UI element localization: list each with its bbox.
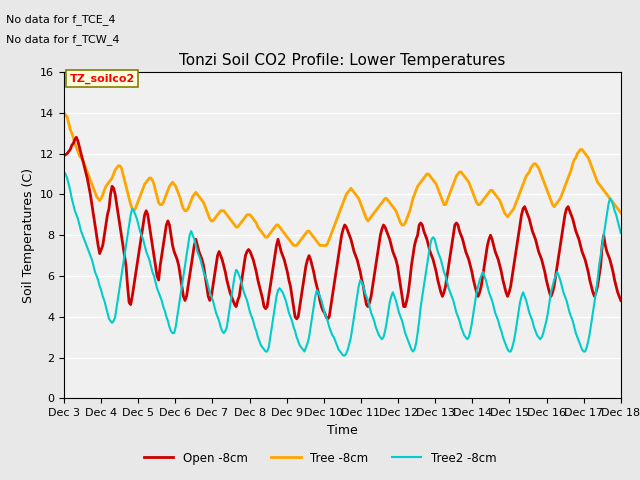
Open -8cm bbox=[228, 293, 236, 300]
Tree -8cm bbox=[226, 216, 234, 222]
Tree2 -8cm bbox=[588, 320, 595, 326]
Tree -8cm bbox=[290, 242, 298, 248]
Tree -8cm bbox=[254, 224, 262, 230]
Text: No data for f_TCE_4: No data for f_TCE_4 bbox=[6, 14, 116, 25]
Tree -8cm bbox=[617, 210, 625, 216]
Tree -8cm bbox=[244, 212, 252, 217]
Open -8cm bbox=[72, 134, 80, 140]
Tree2 -8cm bbox=[244, 304, 252, 310]
Line: Tree2 -8cm: Tree2 -8cm bbox=[64, 172, 621, 356]
X-axis label: Time: Time bbox=[327, 424, 358, 437]
Open -8cm bbox=[255, 283, 263, 289]
Open -8cm bbox=[246, 249, 254, 254]
Open -8cm bbox=[589, 289, 596, 295]
Open -8cm bbox=[130, 283, 138, 289]
Open -8cm bbox=[60, 153, 68, 158]
Open -8cm bbox=[307, 257, 314, 263]
Open -8cm bbox=[293, 316, 301, 322]
Text: No data for f_TCW_4: No data for f_TCW_4 bbox=[6, 34, 120, 45]
Legend: Open -8cm, Tree -8cm, Tree2 -8cm: Open -8cm, Tree -8cm, Tree2 -8cm bbox=[139, 447, 501, 469]
Tree -8cm bbox=[60, 110, 68, 116]
Title: Tonzi Soil CO2 Profile: Lower Temperatures: Tonzi Soil CO2 Profile: Lower Temperatur… bbox=[179, 53, 506, 68]
Open -8cm bbox=[617, 298, 625, 303]
Line: Open -8cm: Open -8cm bbox=[64, 137, 621, 319]
Tree2 -8cm bbox=[226, 304, 234, 310]
Tree2 -8cm bbox=[254, 334, 262, 340]
Tree2 -8cm bbox=[60, 169, 68, 175]
Tree2 -8cm bbox=[339, 353, 347, 359]
Tree2 -8cm bbox=[303, 340, 311, 346]
Tree2 -8cm bbox=[129, 206, 136, 212]
Text: TZ_soilco2: TZ_soilco2 bbox=[70, 74, 135, 84]
Tree -8cm bbox=[305, 228, 313, 234]
Tree -8cm bbox=[129, 206, 136, 212]
Tree2 -8cm bbox=[617, 230, 625, 236]
Line: Tree -8cm: Tree -8cm bbox=[64, 113, 621, 245]
Tree -8cm bbox=[588, 163, 595, 168]
Y-axis label: Soil Temperatures (C): Soil Temperatures (C) bbox=[22, 168, 35, 303]
